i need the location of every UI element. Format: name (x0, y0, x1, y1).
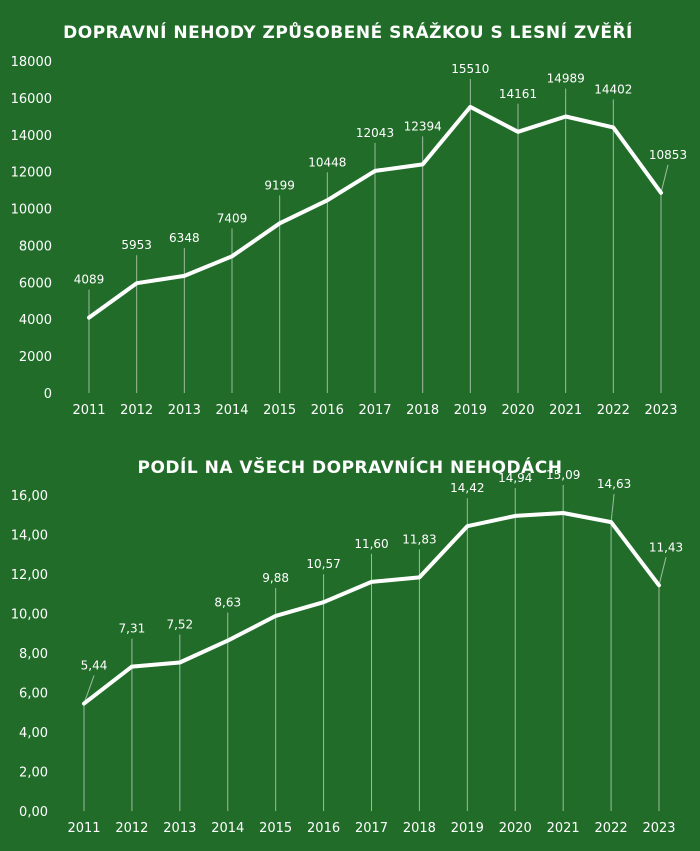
accidents-x-tick-label: 2014 (215, 403, 248, 418)
share-data-label: 14,42 (450, 481, 484, 495)
accidents-x-tick-label: 2018 (406, 403, 439, 418)
accidents-x-tick-label: 2021 (549, 403, 582, 418)
share-x-tick-label: 2011 (67, 821, 100, 836)
share-x-tick-label: 2017 (355, 821, 388, 836)
accidents-data-label: 5953 (121, 238, 152, 252)
share-y-tick-label: 16,00 (11, 489, 48, 504)
accidents-data-label: 12394 (404, 119, 442, 133)
accidents-data-label: 14161 (499, 87, 537, 101)
accidents-chart-title: DOPRAVNÍ NEHODY ZPŮSOBENÉ SRÁŽKOU S LESN… (63, 20, 633, 43)
share-x-tick-label: 2023 (642, 821, 675, 836)
share-data-label: 11,60 (354, 537, 388, 551)
share-y-tick-label: 4,00 (19, 726, 48, 741)
accidents-y-tick-label: 10000 (11, 203, 52, 218)
share-chart-title: PODÍL NA VŠECH DOPRAVNÍCH NEHODÁCH (138, 456, 563, 478)
accidents-y-tick-label: 0 (44, 387, 52, 402)
accidents-x-tick-label: 2023 (644, 403, 677, 418)
share-y-tick-label: 14,00 (11, 529, 48, 544)
share-data-label: 11,83 (402, 532, 436, 546)
accidents-data-label: 14989 (547, 72, 585, 86)
accidents-data-label: 15510 (451, 62, 489, 76)
share-y-tick-label: 8,00 (19, 647, 48, 662)
share-y-tick-label: 0,00 (19, 805, 48, 820)
share-label-leader (83, 675, 95, 704)
share-x-tick-label: 2021 (547, 821, 580, 836)
share-data-label: 7,52 (166, 617, 193, 631)
share-y-tick-label: 10,00 (11, 608, 48, 623)
accidents-y-tick-label: 6000 (19, 276, 52, 291)
share-data-label: 14,94 (498, 471, 532, 485)
accidents-x-tick-label: 2016 (311, 403, 344, 418)
accidents-y-tick-label: 2000 (19, 350, 52, 365)
accidents-x-tick-label: 2020 (501, 403, 534, 418)
accidents-y-tick-label: 4000 (19, 313, 52, 328)
accidents-data-label: 14402 (594, 82, 632, 96)
share-label-leader (610, 494, 615, 523)
accidents-x-tick-label: 2011 (72, 403, 105, 418)
accidents-y-tick-label: 8000 (19, 239, 52, 254)
accidents-x-tick-label: 2019 (454, 403, 487, 418)
accidents-data-label: 6348 (169, 231, 200, 245)
share-y-tick-label: 6,00 (19, 687, 48, 702)
accidents-y-tick-label: 14000 (11, 129, 52, 144)
share-data-label: 9,88 (262, 571, 289, 585)
accidents-x-tick-label: 2015 (263, 403, 296, 418)
accidents-label-leader (660, 164, 669, 193)
share-x-tick-label: 2016 (307, 821, 340, 836)
accidents-data-label: 12043 (356, 126, 394, 140)
share-x-tick-label: 2014 (211, 821, 244, 836)
share-label-leader (658, 557, 667, 586)
share-x-tick-label: 2022 (595, 821, 628, 836)
accidents-y-tick-label: 16000 (11, 92, 52, 107)
share-x-tick-label: 2012 (115, 821, 148, 836)
accidents-data-label: 10448 (308, 155, 346, 169)
share-data-label: 15,09 (546, 468, 580, 482)
share-x-tick-label: 2013 (163, 821, 196, 836)
accidents-y-tick-label: 12000 (11, 166, 52, 181)
share-data-label: 8,63 (214, 596, 241, 610)
share-y-tick-label: 12,00 (11, 568, 48, 583)
share-y-tick-label: 2,00 (19, 766, 48, 781)
share-x-tick-label: 2019 (451, 821, 484, 836)
accidents-x-tick-label: 2013 (168, 403, 201, 418)
share-x-tick-label: 2015 (259, 821, 292, 836)
accidents-x-tick-label: 2022 (597, 403, 630, 418)
share-x-tick-label: 2020 (499, 821, 532, 836)
share-data-label: 14,63 (597, 477, 631, 491)
accidents-y-tick-label: 18000 (11, 55, 52, 70)
accidents-x-tick-label: 2012 (120, 403, 153, 418)
share-data-label: 10,57 (306, 557, 340, 571)
accidents-data-label: 9199 (264, 178, 295, 192)
accidents-data-label: 7409 (217, 211, 248, 225)
accidents-data-label: 4089 (74, 273, 105, 287)
share-chart: PODÍL NA VŠECH DOPRAVNÍCH NEHODÁCH 0,00 2… (11, 456, 683, 836)
share-data-label: 7,31 (119, 622, 146, 636)
share-data-label: 11,43 (649, 540, 683, 554)
share-x-tick-label: 2018 (403, 821, 436, 836)
accidents-data-label: 10853 (649, 148, 687, 162)
share-data-label: 5,44 (81, 659, 108, 673)
accidents-x-tick-label: 2017 (358, 403, 391, 418)
accidents-chart: DOPRAVNÍ NEHODY ZPŮSOBENÉ SRÁŽKOU S LESN… (11, 20, 687, 418)
